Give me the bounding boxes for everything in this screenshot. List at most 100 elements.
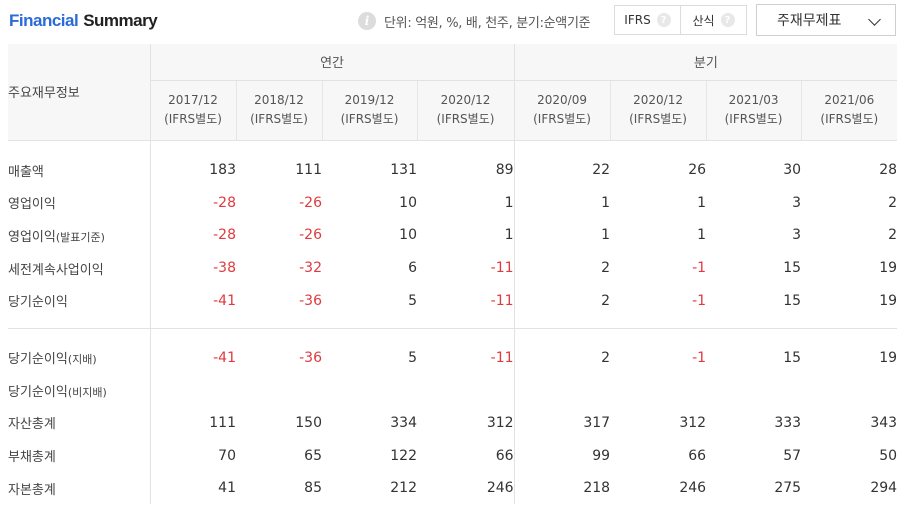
- value-cell: -11: [490, 292, 514, 309]
- value-cell: 131: [390, 162, 417, 179]
- value-cell: 312: [486, 414, 514, 431]
- value-cell: 22: [513, 154, 611, 187]
- value-cell: 2: [888, 227, 898, 244]
- row-label[interactable]: 영업이익(발표기준): [8, 219, 151, 252]
- value-cell: [513, 374, 611, 407]
- column-header: 2019/12 (IFRS별도): [321, 80, 417, 141]
- value-cell: 2: [513, 251, 611, 285]
- value-cell: 57: [783, 447, 802, 464]
- value-cell: -28: [213, 227, 236, 244]
- value-cell: 99: [513, 439, 611, 472]
- value-cell: -41: [213, 292, 236, 309]
- value-cell: 66: [688, 447, 707, 464]
- value-cell: 2: [513, 341, 611, 375]
- value-cell: 5: [408, 292, 417, 309]
- statement-type-value: 주재무제표: [777, 13, 842, 29]
- table-row: 당기순이익(지배) -41 -36 5 -11 2 -1 15 19: [8, 341, 897, 375]
- value-cell: 312: [679, 414, 707, 431]
- row-label[interactable]: 영업이익: [8, 186, 151, 220]
- row-label[interactable]: 부채총계: [8, 439, 151, 472]
- value-cell: 15: [783, 349, 802, 366]
- value-cell: -1: [692, 349, 707, 366]
- value-cell: 70: [218, 447, 236, 464]
- value-cell: 5: [408, 349, 417, 366]
- value-cell: 294: [870, 480, 898, 497]
- row-label[interactable]: 매출액: [8, 154, 151, 187]
- value-cell: 15: [783, 260, 802, 277]
- row-label[interactable]: 자산총계: [8, 406, 151, 440]
- formula-toggle-label: 산식: [692, 13, 715, 28]
- table-row: 자산총계 111 150 334 312 317 312 333 343: [8, 406, 898, 440]
- row-label[interactable]: 당기순이익: [8, 284, 151, 317]
- value-cell: 26: [688, 162, 707, 179]
- value-cell: 1: [513, 186, 611, 220]
- value-cell: 89: [495, 162, 514, 179]
- title-financial: Financial: [9, 11, 79, 30]
- unit-info: i 단위: 억원, %, 배, 천주, 분기:순액기준: [358, 10, 591, 32]
- value-cell: 111: [295, 162, 322, 179]
- table-row: 매출액 183 111 131 89 22 26 30 28: [8, 154, 897, 187]
- table-row: 영업이익(발표기준) -28 -26 10 1 1 1 3 2: [8, 219, 897, 252]
- formula-toggle[interactable]: 산식 ?: [680, 6, 746, 34]
- value-cell: 1: [504, 227, 514, 244]
- table-spacer: [8, 329, 897, 342]
- column-header: 2017/12 (IFRS별도): [150, 80, 236, 141]
- column-header: 2018/12 (IFRS별도): [235, 80, 322, 141]
- value-cell: 65: [304, 447, 322, 464]
- ifrs-toggle-label: IFRS: [624, 13, 651, 27]
- value-cell: 343: [870, 414, 898, 431]
- table-spacer: [8, 140, 897, 154]
- column-header: 2020/12 (IFRS별도): [609, 80, 707, 141]
- value-cell: 246: [486, 480, 514, 497]
- formula-help-icon[interactable]: ?: [720, 13, 735, 27]
- value-cell: -41: [213, 349, 236, 366]
- statement-type-select[interactable]: 주재무제표: [756, 4, 896, 36]
- value-cell: -11: [490, 349, 514, 366]
- chevron-down-icon: [868, 13, 881, 26]
- value-cell: 333: [774, 414, 802, 431]
- value-cell: 212: [390, 480, 417, 497]
- value-cell: 111: [209, 414, 236, 431]
- value-cell: 334: [390, 414, 417, 431]
- row-label[interactable]: 세전계속사업이익: [8, 251, 151, 285]
- value-cell: 317: [513, 406, 611, 440]
- table-row: 부채총계 70 65 122 66 99 66 57 50: [8, 439, 897, 472]
- value-cell: -1: [692, 292, 707, 309]
- financial-summary-header: Financial Summary i 단위: 억원, %, 배, 천주, 분기:…: [0, 0, 905, 44]
- value-cell: 19: [879, 292, 898, 309]
- ifrs-help-icon[interactable]: ?: [656, 13, 671, 27]
- table-spacer: [8, 316, 897, 329]
- info-icon[interactable]: i: [358, 12, 376, 30]
- value-cell: 19: [879, 260, 898, 277]
- value-cell: [417, 374, 514, 407]
- table-row: 당기순이익(비지배): [8, 374, 897, 407]
- value-cell: 6: [408, 260, 417, 277]
- row-label[interactable]: 당기순이익(비지배): [8, 374, 151, 407]
- value-cell: 183: [209, 162, 236, 179]
- ifrs-toggle[interactable]: IFRS ?: [615, 6, 680, 34]
- value-cell: 30: [783, 162, 802, 179]
- row-label[interactable]: 자본총계: [8, 471, 151, 505]
- group-annual: 연간: [150, 44, 515, 81]
- value-cell: -1: [692, 260, 707, 277]
- value-cell: [801, 374, 897, 407]
- view-toggle-group: IFRS ? 산식 ?: [614, 5, 747, 35]
- value-cell: -36: [299, 349, 322, 366]
- value-cell: 1: [504, 194, 514, 211]
- row-header-label: 주요재무정보: [8, 44, 151, 141]
- value-cell: -28: [213, 194, 236, 211]
- row-label[interactable]: 당기순이익(지배): [8, 341, 151, 375]
- unit-text: 단위: 억원, %, 배, 천주, 분기:순액기준: [384, 15, 591, 31]
- value-cell: -32: [299, 260, 322, 277]
- table-row: 자본총계 41 85 212 246 218 246 275 294: [8, 471, 898, 505]
- value-cell: 15: [783, 292, 802, 309]
- value-cell: 275: [774, 480, 802, 497]
- value-cell: 1: [513, 219, 611, 252]
- value-cell: [610, 374, 706, 407]
- value-cell: -11: [490, 260, 514, 277]
- value-cell: [236, 374, 322, 407]
- page-title: Financial Summary: [9, 11, 158, 31]
- value-cell: -38: [213, 260, 236, 277]
- value-cell: -26: [299, 194, 322, 211]
- value-cell: 2: [888, 194, 898, 211]
